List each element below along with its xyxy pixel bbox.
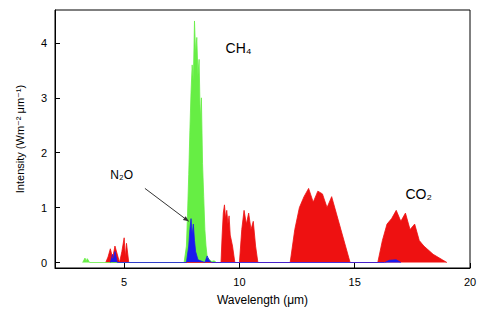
svg-text:Wavelength (μm): Wavelength (μm) [217, 293, 308, 307]
svg-text:CO₂: CO₂ [405, 186, 431, 202]
svg-text:0: 0 [41, 257, 47, 269]
svg-text:3: 3 [41, 92, 47, 104]
svg-text:Intensity (Wm⁻² μm⁻¹): Intensity (Wm⁻² μm⁻¹) [14, 85, 26, 193]
svg-text:10: 10 [233, 276, 245, 288]
svg-text:2: 2 [41, 147, 47, 159]
svg-text:20: 20 [464, 276, 476, 288]
svg-text:CH₄: CH₄ [226, 40, 252, 56]
svg-text:1: 1 [41, 202, 47, 214]
svg-text:4: 4 [41, 37, 47, 49]
svg-text:5: 5 [121, 276, 127, 288]
svg-text:15: 15 [349, 276, 361, 288]
svg-text:N₂O: N₂O [110, 168, 133, 182]
